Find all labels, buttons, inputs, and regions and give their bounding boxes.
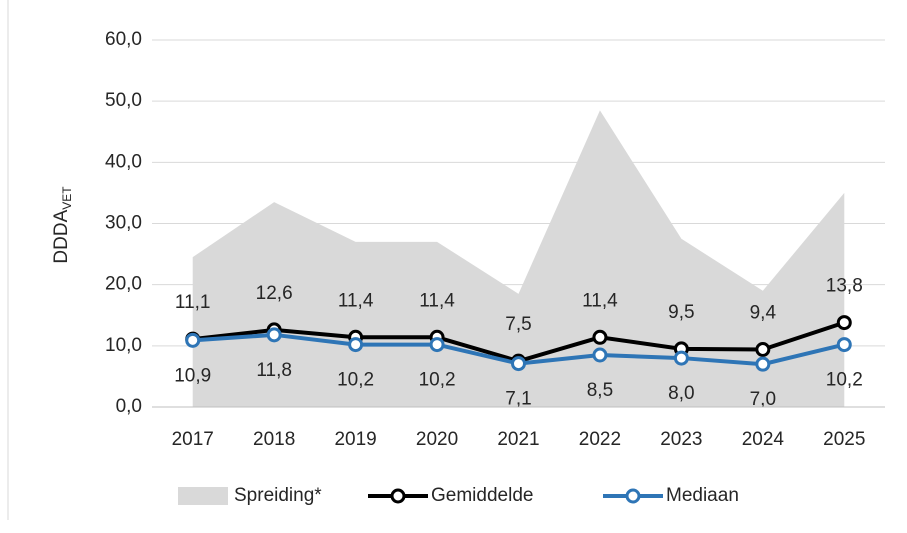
- data-label: 11,4: [338, 290, 374, 311]
- data-label: 7,1: [505, 389, 531, 410]
- x-tick-label: 2024: [742, 429, 785, 450]
- marker: [185, 332, 201, 348]
- legend-marker: [625, 488, 641, 504]
- data-label: 11,4: [582, 290, 618, 311]
- x-tick-label: 2025: [823, 429, 865, 450]
- marker: [592, 329, 608, 345]
- marker: [836, 315, 852, 331]
- marker: [755, 342, 771, 358]
- data-label: 13,8: [826, 276, 863, 297]
- legend-marker: [390, 488, 406, 504]
- data-label: 10,2: [419, 370, 456, 391]
- y-tick-label: 20,0: [105, 274, 142, 295]
- legend-swatch: [178, 487, 228, 505]
- marker: [266, 327, 282, 343]
- x-tick-label: 2023: [660, 429, 702, 450]
- x-tick-label: 2018: [253, 429, 295, 450]
- data-label: 7,0: [750, 389, 776, 410]
- marker: [592, 347, 608, 363]
- marker: [755, 356, 771, 372]
- legend-label: Spreiding*: [234, 485, 322, 506]
- x-tick-label: 2020: [416, 429, 458, 450]
- data-label: 10,2: [337, 370, 374, 391]
- y-axis-label: DDDAVET: [51, 186, 74, 264]
- data-label: 9,5: [668, 302, 694, 323]
- marker: [429, 337, 445, 353]
- y-tick-label: 50,0: [105, 90, 142, 111]
- data-label: 11,8: [256, 360, 292, 381]
- x-tick-label: 2022: [579, 429, 621, 450]
- y-tick-label: 0,0: [116, 396, 142, 417]
- data-label: 12,6: [256, 283, 293, 304]
- y-tick-label: 10,0: [105, 335, 142, 356]
- legend-label: Mediaan: [666, 485, 739, 506]
- legend-label: Gemiddelde: [431, 485, 533, 506]
- y-label-sub: VET: [60, 186, 74, 210]
- y-tick-label: 40,0: [105, 151, 142, 172]
- marker: [348, 337, 364, 353]
- data-label: 9,4: [750, 303, 777, 324]
- y-tick-label: 60,0: [105, 29, 142, 50]
- y-tick-label: 30,0: [105, 213, 142, 234]
- data-label: 10,2: [826, 370, 863, 391]
- y-label-main: DDDA: [51, 209, 72, 263]
- data-label: 11,1: [175, 292, 211, 313]
- x-tick-label: 2021: [497, 429, 539, 450]
- data-label: 8,0: [668, 383, 694, 404]
- data-label: 10,9: [174, 365, 211, 386]
- data-label: 11,4: [419, 290, 455, 311]
- data-label: 7,5: [505, 314, 531, 335]
- data-label: 8,5: [587, 380, 613, 401]
- marker: [511, 356, 526, 372]
- x-tick-label: 2019: [334, 429, 376, 450]
- marker: [836, 337, 852, 353]
- x-tick-label: 2017: [172, 429, 214, 450]
- marker: [673, 350, 689, 366]
